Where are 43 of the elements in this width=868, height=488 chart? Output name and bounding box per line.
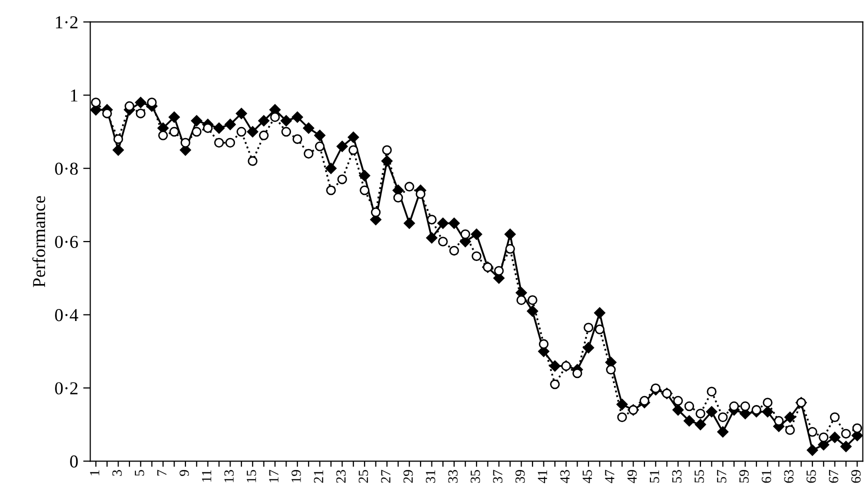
x-tick-label: 61	[762, 470, 772, 483]
x-tick-label: 67	[828, 470, 838, 483]
x-tick-label: 25	[358, 470, 368, 483]
y-tick-label: 0·6	[55, 236, 78, 248]
x-tick-label: 69	[851, 470, 861, 483]
x-tick-label: 33	[448, 470, 458, 483]
x-tick-label: 17	[269, 470, 278, 482]
y-tick-label: 1·2	[56, 16, 78, 28]
x-tick-label: 23	[336, 470, 346, 483]
x-tick-label: 45	[582, 470, 592, 484]
x-tick-label: 37	[493, 470, 502, 483]
x-tick-label: 3	[112, 470, 122, 476]
x-tick-label: 11	[202, 470, 212, 482]
x-tick-label: 7	[157, 470, 166, 476]
x-tick-label: 5	[134, 470, 144, 476]
x-tick-label: 47	[605, 470, 614, 484]
x-tick-label: 13	[224, 470, 234, 482]
x-tick-label: 31	[426, 470, 436, 483]
y-tick-label: 0·2	[55, 382, 78, 394]
x-tick-label: 15	[246, 470, 256, 482]
x-tick-label: 49	[627, 470, 637, 484]
y-tick-label: 0·8	[55, 162, 78, 175]
x-tick-label: 51	[650, 470, 660, 483]
x-tick-label: 43	[560, 470, 570, 484]
x-tick-label: 29	[404, 470, 413, 483]
x-tick-label: 1	[90, 470, 100, 476]
x-tick-label: 59	[739, 470, 749, 483]
y-tick-label: 1	[71, 90, 78, 102]
x-tick-label: 65	[806, 470, 816, 483]
x-tick-label: 63	[784, 470, 794, 483]
x-tick-label: 19	[292, 470, 301, 482]
y-axis-title: Performance	[32, 196, 46, 288]
y-tick-label: 0·4	[55, 309, 78, 322]
x-tick-label: 35	[470, 470, 480, 483]
x-tick-label: 57	[717, 470, 726, 483]
x-tick-label: 9	[180, 470, 189, 476]
x-tick-label: 39	[515, 470, 525, 483]
y-tick-label: 0	[70, 455, 78, 468]
x-tick-label: 53	[672, 470, 682, 483]
x-tick-label: 55	[694, 470, 704, 483]
x-tick-label: 41	[538, 470, 548, 484]
x-tick-label: 21	[314, 470, 324, 483]
x-tick-label: 27	[381, 470, 390, 483]
